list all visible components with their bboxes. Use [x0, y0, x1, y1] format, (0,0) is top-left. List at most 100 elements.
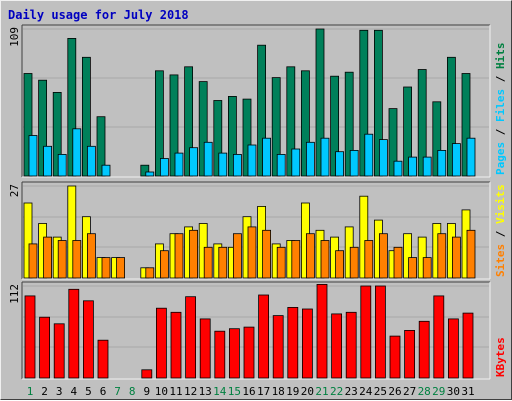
- bar-hits: [286, 66, 296, 177]
- bar-files: [393, 160, 403, 177]
- bar-kbytes: [418, 320, 430, 379]
- bar-hits: [52, 92, 62, 177]
- bar-hits: [344, 71, 354, 177]
- x-tick-label: 4: [70, 385, 77, 398]
- bar-files: [218, 152, 228, 177]
- x-tick-label: 27: [403, 385, 416, 398]
- legend-entry: Files: [494, 89, 507, 122]
- bar-files: [422, 156, 432, 177]
- legend-entry: /: [494, 224, 507, 244]
- x-tick-label: 13: [199, 385, 212, 398]
- bar-hits: [198, 81, 208, 177]
- bar-kbytes: [462, 312, 474, 379]
- panel-2: 27 Sites / Visits: [8, 181, 507, 280]
- legend-entry: Hits: [494, 43, 507, 70]
- bar-hits: [169, 74, 179, 177]
- x-tick-label: 9: [143, 385, 150, 398]
- bar-kbytes: [199, 318, 211, 379]
- x-tick-label: 15: [228, 385, 241, 398]
- x-tick-label: 1: [27, 385, 34, 398]
- bar-sites: [72, 240, 82, 279]
- bar-sites: [320, 240, 330, 279]
- bar-hits: [330, 75, 340, 177]
- bar-files: [43, 145, 52, 177]
- bar-files: [57, 153, 67, 177]
- y-max-label: 112: [8, 284, 21, 304]
- bar-hits: [82, 56, 91, 177]
- bar-sites: [87, 233, 96, 279]
- bar-files: [247, 144, 257, 177]
- bar-files: [335, 151, 345, 177]
- x-tick-label: 30: [447, 385, 460, 398]
- legend: Sites / Visits: [494, 184, 507, 277]
- bar-hits: [38, 79, 47, 177]
- bar-sites: [218, 246, 228, 279]
- bar-hits: [242, 98, 252, 177]
- bar-files: [232, 153, 242, 177]
- bar-sites: [174, 233, 184, 279]
- bar-hits: [300, 70, 310, 177]
- x-tick-label: 5: [85, 385, 92, 398]
- bar-files: [174, 152, 184, 177]
- bar-sites: [57, 240, 67, 279]
- legend-entry: Pages: [494, 142, 507, 175]
- bar-files: [408, 156, 418, 177]
- bar-sites: [451, 236, 461, 279]
- bar-hits: [213, 100, 223, 177]
- x-tick-label: 17: [257, 385, 270, 398]
- bar-files: [145, 171, 155, 177]
- legend-entry: KBytes: [494, 337, 507, 377]
- bar-kbytes: [170, 311, 182, 379]
- x-tick-label: 6: [100, 385, 107, 398]
- x-tick-label: 19: [286, 385, 299, 398]
- bar-kbytes: [301, 308, 313, 379]
- bar-hits: [432, 101, 442, 177]
- bar-files: [72, 128, 82, 177]
- bar-sites: [408, 257, 418, 279]
- bar-files: [437, 149, 447, 177]
- bar-files: [451, 143, 461, 177]
- bar-kbytes: [97, 339, 109, 379]
- bar-sites: [349, 246, 359, 279]
- x-tick-label: 26: [388, 385, 401, 398]
- bar-files: [305, 141, 315, 177]
- bar-files: [87, 145, 96, 177]
- x-tick-label: 16: [242, 385, 255, 398]
- bar-sites: [291, 240, 301, 279]
- bar-sites: [305, 233, 315, 279]
- bar-sites: [189, 229, 199, 279]
- bar-kbytes: [68, 288, 80, 379]
- x-tick-label: 10: [155, 385, 168, 398]
- x-tick-label: 29: [432, 385, 445, 398]
- bar-kbytes: [155, 307, 167, 379]
- bar-sites: [437, 233, 447, 279]
- y-max-label: 27: [8, 184, 21, 197]
- bar-kbytes: [53, 323, 65, 379]
- bar-sites: [466, 229, 476, 279]
- bar-files: [276, 153, 286, 177]
- legend-entry: Visits: [494, 184, 507, 224]
- bar-hits: [96, 116, 106, 177]
- bar-files: [262, 137, 272, 177]
- bar-visits: [359, 195, 369, 279]
- bar-files: [28, 135, 38, 177]
- bar-hits: [461, 73, 471, 177]
- x-tick-label: 3: [56, 385, 63, 398]
- bar-files: [349, 149, 359, 177]
- x-tick-label: 12: [184, 385, 197, 398]
- bar-hits: [23, 73, 33, 177]
- bar-kbytes: [185, 296, 197, 379]
- panels: 109 Pages / Files / Hits 27 Sites / Visits 1…: [8, 24, 507, 380]
- bar-visits: [23, 202, 33, 279]
- bar-hits: [257, 44, 267, 177]
- x-tick-label: 28: [418, 385, 431, 398]
- x-tick-label: 11: [169, 385, 182, 398]
- bar-kbytes: [39, 316, 50, 379]
- bar-sites: [378, 233, 388, 279]
- bar-files: [101, 164, 111, 177]
- x-tick-label: 23: [345, 385, 358, 398]
- bar-kbytes: [272, 315, 284, 379]
- bar-files: [203, 141, 213, 177]
- bar-kbytes: [243, 326, 255, 379]
- bar-files: [159, 158, 169, 177]
